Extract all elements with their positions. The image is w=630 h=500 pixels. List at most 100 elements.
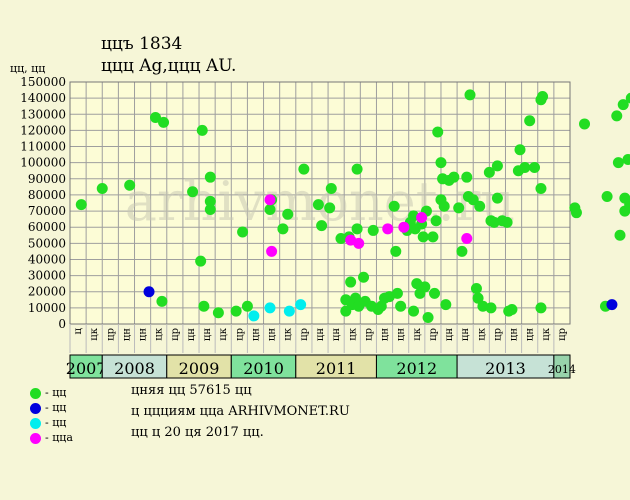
data-point-0 (470, 283, 482, 295)
year-label: 2008 (114, 359, 155, 378)
quarter-label: цк (476, 327, 487, 340)
data-point-0 (312, 199, 324, 211)
data-point-2 (295, 299, 307, 311)
data-point-3 (382, 223, 394, 235)
data-point-0 (474, 200, 486, 212)
y-tick-label: 120000 (20, 123, 66, 137)
quarter-label: цк (283, 327, 294, 340)
data-point-0 (601, 191, 613, 203)
quarter-label: цн (525, 328, 536, 341)
y-tick-label: 20000 (28, 285, 66, 299)
data-point-0 (204, 195, 216, 207)
data-point-0 (506, 303, 518, 315)
year-label: 2014 (548, 363, 576, 376)
plot-border (69, 81, 571, 325)
quarter-label: цн (444, 328, 455, 341)
data-point-0 (440, 299, 452, 311)
data-point-0 (241, 300, 253, 312)
data-point-0 (282, 208, 294, 220)
data-point-0 (491, 192, 503, 204)
quarter-label: цк (89, 327, 100, 340)
y-tick-label: 50000 (28, 236, 66, 250)
y-tick-label: 70000 (28, 204, 66, 218)
data-point-3 (398, 221, 410, 233)
data-point-0 (204, 203, 216, 215)
data-point-0 (230, 305, 242, 317)
year-label: 2011 (316, 359, 357, 378)
data-point-0 (391, 287, 403, 299)
quarter-label: цн (315, 328, 326, 341)
quarter-label: цр (492, 328, 503, 341)
data-point-0 (485, 302, 497, 314)
data-point-0 (614, 229, 626, 241)
data-point-3 (264, 194, 276, 206)
data-point-0 (435, 157, 447, 169)
data-point-0 (325, 182, 337, 194)
quarter-label: цн (202, 328, 213, 341)
quarter-label: цр (234, 328, 245, 341)
data-point-0 (535, 182, 547, 194)
y-tick-label: 60000 (28, 220, 66, 234)
y-tick-label: 140000 (20, 91, 66, 105)
y-tick-label: 90000 (28, 172, 66, 186)
data-point-0 (390, 245, 402, 257)
data-point-0 (453, 202, 465, 214)
y-tick-label: 40000 (28, 252, 66, 266)
quarter-label: цн (138, 328, 149, 341)
y-tick-label: 0 (58, 317, 66, 331)
data-point-0 (472, 292, 484, 304)
data-point-0 (237, 226, 249, 238)
quarter-label: цн (460, 328, 471, 341)
legend-marker-blue (30, 403, 41, 414)
quarter-label: цн (267, 328, 278, 341)
data-point-0 (324, 202, 336, 214)
data-point-3 (266, 245, 278, 257)
data-point-0 (264, 203, 276, 215)
legend-label-blue: - цц (45, 401, 67, 414)
data-point-0 (537, 91, 549, 103)
data-point-0 (622, 153, 630, 165)
quarter-label: цн (509, 328, 520, 341)
data-point-0 (483, 166, 495, 178)
data-point-0 (430, 215, 442, 227)
data-point-0 (408, 305, 420, 317)
y-tick-label: 30000 (28, 269, 66, 283)
quarter-label: цн (250, 328, 261, 341)
quarter-label: цк (347, 327, 358, 340)
data-point-0 (198, 300, 210, 312)
data-point-0 (625, 92, 630, 104)
y-tick-label: 110000 (20, 140, 66, 154)
data-point-0 (456, 245, 468, 257)
year-label: 2007 (66, 359, 107, 378)
data-point-0 (351, 163, 363, 175)
legend-marker-magenta (30, 433, 41, 444)
quarter-label: цр (170, 328, 181, 341)
data-point-0 (367, 224, 379, 236)
quarter-label: цк (541, 327, 552, 340)
data-point-0 (617, 99, 629, 111)
quarter-label: цк (154, 327, 165, 340)
data-point-0 (624, 199, 630, 211)
data-point-0 (149, 111, 161, 123)
data-point-2 (248, 310, 260, 322)
data-point-0 (611, 110, 623, 122)
data-point-0 (524, 115, 536, 127)
quarter-label: цр (105, 328, 116, 341)
y-tick-label: 130000 (20, 107, 66, 121)
data-point-0 (427, 231, 439, 243)
data-point-3 (461, 232, 473, 244)
data-point-0 (395, 300, 407, 312)
legend-label-cyan: - цц (45, 416, 67, 429)
y-axis-label: цц, цц (10, 62, 46, 75)
legend-label-magenta: - цца (45, 431, 73, 444)
data-point-0 (388, 200, 400, 212)
data-point-0 (579, 118, 591, 130)
year-label: 2010 (243, 359, 284, 378)
data-point-0 (448, 171, 460, 183)
legend-marker-cyan (30, 418, 41, 429)
data-point-0 (612, 157, 624, 169)
data-point-0 (351, 223, 363, 235)
data-point-0 (419, 281, 431, 293)
data-point-0 (422, 312, 434, 324)
average-price-note: цняя цц 57615 цц (131, 383, 252, 398)
